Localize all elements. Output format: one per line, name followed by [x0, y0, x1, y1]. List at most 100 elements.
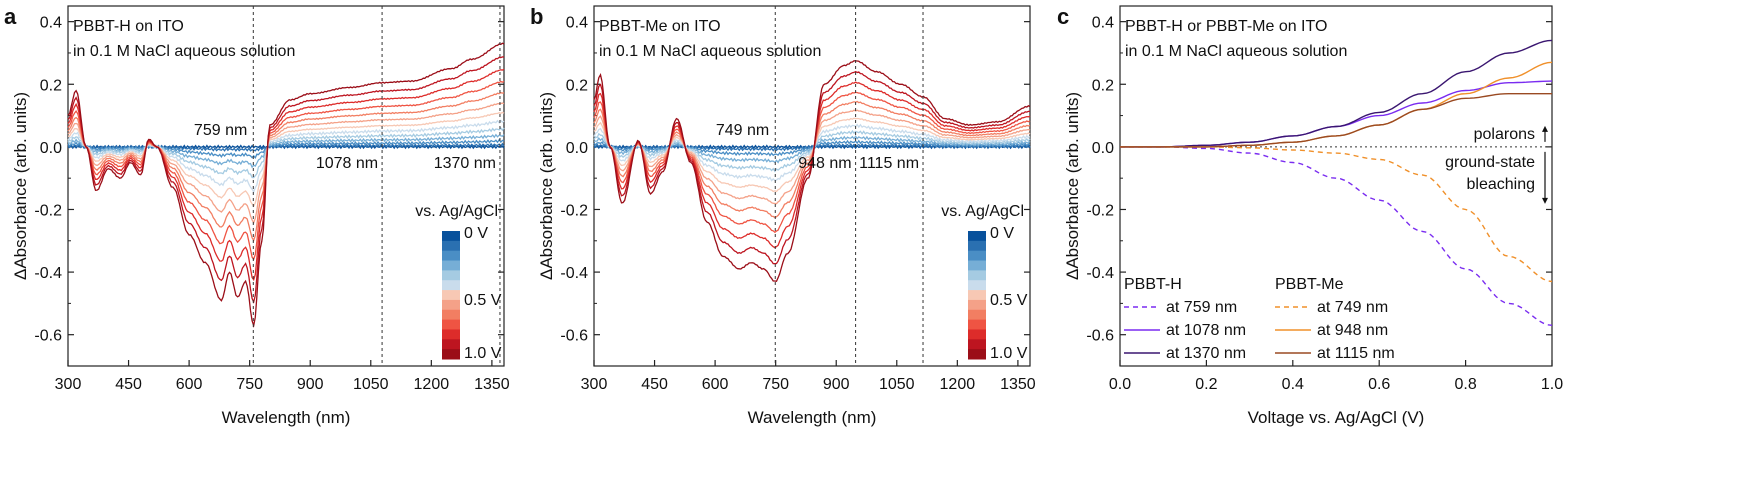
- x-tick-label: 1050: [879, 376, 915, 393]
- x-axis-label: Wavelength (nm): [748, 408, 877, 427]
- panel-letter: b: [530, 4, 543, 29]
- colorbar-segment: [968, 231, 986, 242]
- arrow-up-head: [1542, 125, 1548, 132]
- x-tick-label: 1350: [474, 376, 510, 393]
- colorbar-segment: [968, 270, 986, 281]
- colorbar-label: 0.5 V: [990, 292, 1028, 309]
- legend-group-title: PBBT-H: [1124, 276, 1182, 293]
- x-tick-label: 900: [297, 376, 324, 393]
- y-tick-label: 0.0: [1092, 140, 1114, 157]
- x-tick-label: 0.0: [1109, 376, 1131, 393]
- colorbar-segment: [442, 280, 460, 291]
- colorbar-segment: [968, 280, 986, 291]
- spectrum-line: [67, 133, 505, 169]
- annotation-polarons: polarons: [1474, 126, 1535, 143]
- legend-label: at 1078 nm: [1166, 322, 1246, 339]
- colorbar-segment: [442, 349, 460, 360]
- marker-label: 759 nm: [194, 122, 247, 139]
- spectrum-line: [67, 127, 505, 179]
- colorbar-segment: [968, 240, 986, 252]
- x-axis-label: Wavelength (nm): [222, 408, 351, 427]
- legend-label: at 749 nm: [1317, 299, 1388, 316]
- colorbar-title: vs. Ag/AgCl: [415, 203, 498, 220]
- y-tick-label: 0.2: [40, 77, 62, 94]
- colorbar-segment: [968, 290, 986, 301]
- chart-panel-c: c 0.4 0.2 0.0 -0.2 -0.4 -0.6 0.0 0.2 0.4 0.6 0.8 1.0…: [1057, 4, 1563, 427]
- panel-title-line: PBBT-H on ITO: [73, 18, 184, 35]
- x-tick-label: 1200: [414, 376, 450, 393]
- series-line: [1120, 39, 1553, 148]
- spectrum-line: [67, 102, 505, 225]
- colorbar-segment: [442, 339, 460, 350]
- marker-label: 749 nm: [716, 122, 769, 139]
- colorbar-segment: [442, 250, 460, 262]
- panel-title-line: in 0.1 M NaCl aqueous solution: [599, 43, 821, 60]
- colorbar-segment: [968, 309, 986, 321]
- chart-panel-a: a 0.4 0.2 0.0 -0.2 -0.4 -0.6 300 450 600 750 900 105…: [4, 4, 510, 427]
- x-tick-label: 1350: [1000, 376, 1036, 393]
- y-tick-label: -0.2: [34, 202, 62, 219]
- colorbar-segment: [968, 299, 986, 311]
- y-tick-label: 0.2: [566, 77, 588, 94]
- x-tick-label: 0.8: [1454, 376, 1476, 393]
- x-tick-label: 900: [823, 376, 850, 393]
- y-tick-label: -0.6: [560, 328, 588, 345]
- y-tick-label: -0.4: [1086, 265, 1114, 282]
- plot-frame: [1119, 5, 1553, 367]
- colorbar-segment: [442, 231, 460, 242]
- colorbar-segment: [968, 349, 986, 360]
- panel-letter: a: [4, 4, 17, 29]
- y-tick-label: -0.4: [560, 265, 588, 282]
- y-axis-label: ΔAbsorbance (arb. units): [11, 92, 30, 280]
- colorbar-segment: [442, 290, 460, 301]
- marker-label: 948 nm: [798, 155, 851, 172]
- x-tick-label: 300: [581, 376, 608, 393]
- legend-label: at 759 nm: [1166, 299, 1237, 316]
- y-axis-label: ΔAbsorbance (arb. units): [1063, 92, 1082, 280]
- y-tick-label: -0.2: [1086, 202, 1114, 219]
- panel-title-line: PBBT-Me on ITO: [599, 18, 721, 35]
- spectrum-line: [67, 68, 505, 282]
- x-tick-label: 450: [115, 376, 142, 393]
- y-axis-label: ΔAbsorbance (arb. units): [537, 92, 556, 280]
- panel-letter: c: [1057, 4, 1069, 29]
- x-tick-label: 750: [762, 376, 789, 393]
- colorbar-segment: [442, 299, 460, 311]
- colorbar-label: 1.0 V: [464, 345, 502, 362]
- y-tick-label: 0.2: [1092, 77, 1114, 94]
- colorbar-segment: [968, 339, 986, 350]
- series-line: [1120, 146, 1553, 326]
- legend-label: at 1370 nm: [1166, 345, 1246, 362]
- plot-frame: [67, 5, 505, 367]
- y-tick-label: 0.4: [40, 15, 62, 32]
- spectrum-line: [67, 92, 505, 242]
- x-tick-label: 0.6: [1368, 376, 1390, 393]
- y-tick-label: -0.6: [1086, 328, 1114, 345]
- colorbar-label: 0.5 V: [464, 292, 502, 309]
- colorbar-label: 0 V: [464, 225, 488, 242]
- y-tick-label: 0.0: [566, 140, 588, 157]
- series-line: [1120, 93, 1552, 148]
- spectrum-line: [68, 111, 505, 208]
- colorbar-segment: [968, 319, 986, 330]
- y-tick-label: -0.4: [34, 265, 62, 282]
- legend-label: at 1115 nm: [1317, 345, 1395, 362]
- spectrum-line: [67, 56, 505, 304]
- arrow-down-head: [1542, 197, 1548, 204]
- x-tick-label: 600: [176, 376, 203, 393]
- panel-title-line: in 0.1 M NaCl aqueous solution: [73, 43, 295, 60]
- colorbar-label: 1.0 V: [990, 345, 1028, 362]
- x-tick-label: 0.4: [1282, 376, 1304, 393]
- colorbar-segment: [442, 319, 460, 330]
- annotation-ground-state: ground-state: [1445, 154, 1535, 171]
- panel-title-line: PBBT-H or PBBT-Me on ITO: [1125, 18, 1327, 35]
- marker-label: 1078 nm: [316, 155, 378, 172]
- chart-panel-b: b 0.4 0.2 0.0 -0.2 -0.4 -0.6 300 450 600 750 900 105…: [530, 4, 1036, 427]
- plot-frame: [593, 5, 1031, 367]
- spectrum-line: [67, 42, 505, 329]
- legend-group-title: PBBT-Me: [1275, 276, 1344, 293]
- x-tick-label: 450: [641, 376, 668, 393]
- panel-title-line: in 0.1 M NaCl aqueous solution: [1125, 43, 1347, 60]
- x-axis-label: Voltage vs. Ag/AgCl (V): [1248, 408, 1425, 427]
- colorbar-title: vs. Ag/AgCl: [941, 203, 1024, 220]
